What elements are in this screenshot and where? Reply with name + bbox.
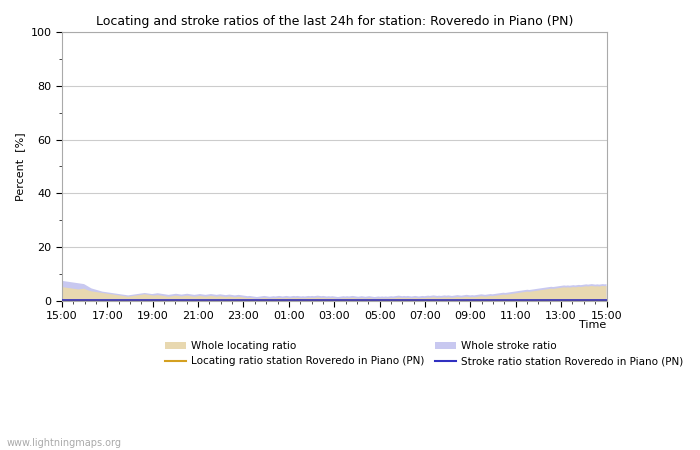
- Title: Locating and stroke ratios of the last 24h for station: Roveredo in Piano (PN): Locating and stroke ratios of the last 2…: [96, 15, 573, 28]
- Text: www.lightningmaps.org: www.lightningmaps.org: [7, 438, 122, 448]
- Legend: Whole locating ratio, Locating ratio station Roveredo in Piano (PN), Whole strok: Whole locating ratio, Locating ratio sta…: [165, 341, 683, 366]
- Text: Time: Time: [580, 320, 606, 330]
- Y-axis label: Percent  [%]: Percent [%]: [15, 132, 25, 201]
